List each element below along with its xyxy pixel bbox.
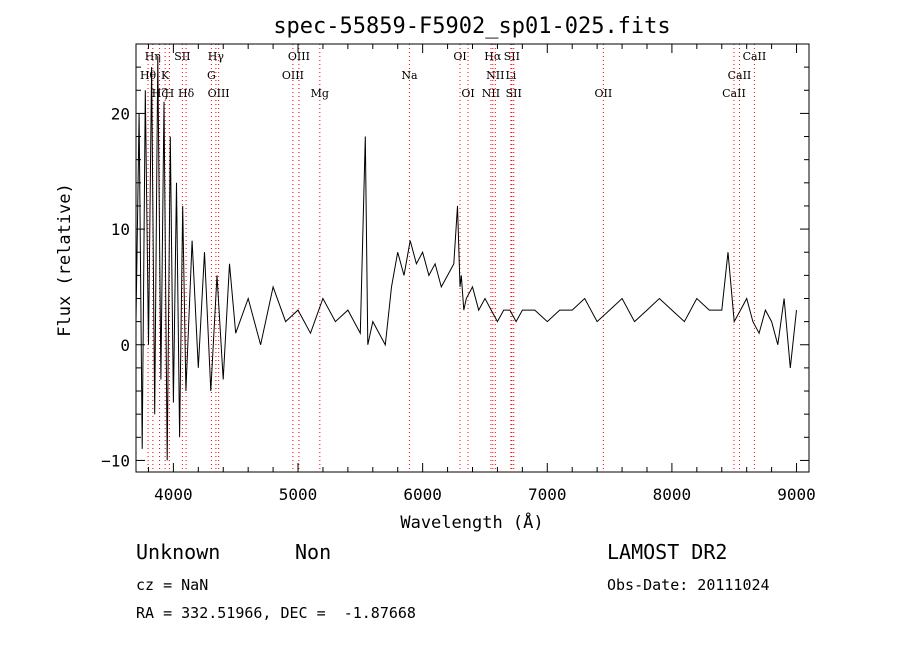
marker-label-10: OIII xyxy=(288,50,310,63)
marker-label-24: CaII xyxy=(728,69,752,82)
marker-label-7: Hγ xyxy=(208,50,225,63)
marker-label-19: Li xyxy=(505,69,516,82)
x-tick-label-3: 7000 xyxy=(528,485,567,504)
marker-label-5: SII xyxy=(174,50,190,63)
marker-label-25: CaII xyxy=(722,87,746,100)
x-tick-label-5: 9000 xyxy=(777,485,816,504)
marker-label-0: Hη xyxy=(145,50,161,63)
x-axis: 4000 5000 6000 7000 8000 9000 xyxy=(147,44,816,504)
marker-label-4: H xyxy=(165,87,175,100)
coordinates: RA = 332.51966, DEC = -1.87668 xyxy=(136,604,416,622)
marker-label-15: OI xyxy=(461,87,474,100)
marker-label-3: Hζ xyxy=(152,87,168,100)
marker-label-8: G xyxy=(207,69,216,82)
object-class: Unknown xyxy=(136,540,221,564)
x-tick-label-1: 5000 xyxy=(279,485,318,504)
marker-label-17: SII xyxy=(504,50,520,63)
redshift-cz: cz = NaN xyxy=(136,576,209,594)
x-tick-label-0: 4000 xyxy=(154,485,193,504)
x-tick-label-2: 6000 xyxy=(403,485,442,504)
spectrum-series-line xyxy=(135,55,797,461)
marker-label-21: SII xyxy=(506,87,522,100)
marker-label-16: Hα xyxy=(484,50,502,63)
chart-title: spec-55859-F5902_sp01-025.fits xyxy=(273,14,670,39)
y-tick-label-1: 0 xyxy=(120,336,130,355)
marker-label-6: Hδ xyxy=(178,87,195,100)
marker-label-11: OIII xyxy=(282,69,304,82)
x-axis-label: Wavelength (Å) xyxy=(400,511,543,533)
observation-date: Obs-Date: 20111024 xyxy=(607,576,770,594)
marker-label-20: NII xyxy=(482,87,500,100)
y-axis-label: Flux (relative) xyxy=(55,183,75,337)
x-tick-label-4: 8000 xyxy=(653,485,692,504)
spectrum-chart: spec-55859-F5902_sp01-025.fits Hη Hθ K HζH S… xyxy=(55,14,816,533)
marker-label-14: OI xyxy=(453,50,466,63)
marker-label-18: NII xyxy=(486,69,504,82)
y-tick-label-0: −10 xyxy=(101,451,130,470)
plot-frame xyxy=(135,43,810,473)
object-subclass: Non xyxy=(295,540,332,564)
survey-name: LAMOST DR2 xyxy=(607,540,728,564)
marker-label-23: CaII xyxy=(743,50,767,63)
marker-label-22: OII xyxy=(595,87,613,100)
y-axis: −10 0 10 20 xyxy=(101,66,809,470)
marker-label-13: Na xyxy=(401,69,418,82)
y-tick-label-2: 10 xyxy=(111,220,130,239)
marker-label-2: K xyxy=(161,69,170,82)
marker-label-9: OIII xyxy=(208,87,230,100)
marker-label-1: Hθ xyxy=(140,69,157,82)
y-tick-label-3: 20 xyxy=(111,104,130,123)
marker-label-12: Mg xyxy=(311,87,329,100)
